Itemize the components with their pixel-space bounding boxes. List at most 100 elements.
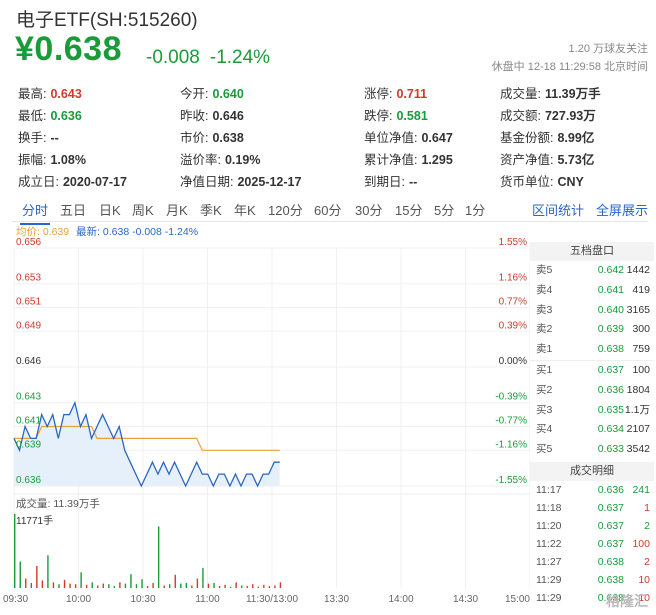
stat-value: 0.711 — [396, 87, 428, 101]
stat-label: 市价: — [180, 131, 209, 145]
tab-period[interactable]: 周K — [132, 203, 154, 218]
trade-row: 11:20 0.637 2 — [530, 517, 654, 535]
stat-label: 货币单位: — [500, 175, 554, 189]
volume-bar — [80, 572, 82, 588]
stat-item: 涨停: 0.711 — [364, 83, 427, 102]
stat-value: 5.73亿 — [557, 153, 595, 167]
stat-item: 单位净值: 0.647 — [364, 127, 453, 146]
volume-bar — [169, 584, 171, 588]
trade-qty: 241 — [632, 483, 650, 496]
stat-item: 累计净值: 1.295 — [364, 149, 453, 168]
tab-period[interactable]: 5分 — [434, 203, 455, 218]
pct-tick-label: -0.39% — [495, 392, 527, 403]
trade-row: 11:29 0.638 10 — [530, 571, 654, 589]
follower-count[interactable]: 1.20 万球友关注 — [568, 43, 648, 55]
volume-bar — [52, 582, 55, 588]
order-book-title: 五档盘口 — [530, 242, 654, 261]
tab-period[interactable]: 季K — [200, 203, 222, 218]
tab-period[interactable]: 年K — [234, 203, 256, 218]
volume-bar — [263, 584, 265, 588]
trade-qty: 1 — [644, 501, 650, 514]
volume-bar — [14, 514, 16, 588]
stat-label: 溢价率: — [180, 153, 221, 167]
order-book-row: 买4 0.634 2107 — [530, 420, 654, 440]
volume-bar — [185, 582, 188, 588]
tab-period[interactable]: 五日 — [60, 203, 87, 218]
tab-period[interactable]: 30分 — [355, 203, 383, 218]
price-area — [14, 402, 280, 486]
level-price: 0.640 — [597, 303, 624, 316]
stat-value: 0.643 — [50, 87, 82, 101]
volume-bar — [246, 586, 248, 588]
x-tick-label: 14:30 — [453, 594, 478, 605]
fullscreen-link[interactable]: 全屏展示 — [596, 203, 649, 218]
trade-qty: 2 — [644, 555, 650, 568]
level-qty: 3165 — [626, 303, 650, 316]
level-label: 卖1 — [536, 343, 553, 356]
stat-label: 最低: — [18, 109, 47, 123]
volume-bar — [229, 586, 232, 588]
level-label: 买5 — [536, 443, 553, 456]
trade-row: 11:29 0.638 10 — [530, 589, 654, 607]
pct-tick-label: 1.55% — [499, 237, 527, 248]
range-stats-link[interactable]: 区间统计 — [532, 203, 585, 218]
tab-period[interactable]: 1分 — [465, 203, 486, 218]
volume-bar — [218, 586, 221, 588]
order-book-row: 买3 0.635 1.1万 — [530, 401, 654, 421]
order-book-row: 买1 0.637 100 — [530, 361, 654, 381]
volume-max-label: 11771手 — [16, 514, 53, 527]
stat-item: 溢价率: 0.19% — [180, 149, 260, 168]
intraday-chart[interactable]: 0.656 1.55% 0.653 1.16% 0.651 0.77% 0.649 0.39%… — [0, 236, 530, 615]
level-price: 0.639 — [597, 323, 624, 336]
level-qty: 1804 — [626, 383, 650, 396]
volume-bar — [152, 582, 154, 588]
pct-tick-label: 0.77% — [499, 297, 527, 308]
pct-tick-label: 0.39% — [499, 320, 527, 331]
stat-label: 单位净值: — [364, 131, 418, 145]
volume-bar — [25, 578, 27, 588]
level-qty: 300 — [632, 323, 650, 336]
market-status: 休盘中 12-18 11:29:58 北京时间 — [491, 61, 648, 73]
volume-bar — [113, 586, 116, 588]
volume-bar — [180, 583, 182, 588]
x-tick-label: 15:00 — [505, 594, 530, 605]
book-divider — [530, 359, 654, 361]
stat-label: 昨收: — [180, 109, 209, 123]
avg-price-line — [14, 425, 280, 451]
stat-value: 1.295 — [421, 153, 453, 167]
trade-price: 0.636 — [597, 483, 624, 496]
volume-bar — [102, 583, 104, 588]
order-book-row: 卖1 0.638 759 — [530, 340, 654, 360]
y-tick-label: 0.636 — [16, 475, 41, 486]
stat-label: 跌停: — [364, 109, 393, 123]
volume-bar — [85, 584, 88, 588]
order-book-row: 买2 0.636 1804 — [530, 381, 654, 401]
tab-period[interactable]: 120分 — [268, 203, 303, 218]
stat-item: 振幅: 1.08% — [18, 149, 86, 168]
level-qty: 419 — [632, 283, 650, 296]
trade-qty: 10 — [638, 573, 650, 586]
volume-bar — [141, 579, 143, 588]
level-qty: 100 — [632, 363, 650, 376]
tab-period[interactable]: 分时 — [19, 200, 51, 225]
trades-list: 11:17 0.636 241 11:18 0.637 1 11:20 0.637 2 11:22… — [530, 481, 654, 607]
tab-period[interactable]: 15分 — [395, 203, 423, 218]
volume-bar — [58, 584, 60, 588]
level-qty: 2107 — [626, 423, 650, 436]
trade-time: 11:17 — [536, 483, 562, 496]
order-book-row: 卖5 0.642 1442 — [530, 261, 654, 281]
tab-period[interactable]: 60分 — [314, 203, 342, 218]
volume-bar — [202, 567, 204, 588]
volume-bar — [97, 585, 99, 588]
volume-bar — [135, 584, 138, 588]
pct-tick-label: -0.77% — [495, 416, 527, 427]
stat-item: 成交量: 11.39万手 — [500, 83, 601, 102]
volume-bar — [224, 584, 226, 588]
stat-item: 资产净值: 5.73亿 — [500, 149, 594, 168]
trade-qty: 2 — [644, 519, 650, 532]
level-price: 0.637 — [597, 363, 624, 376]
order-book-panel: 五档盘口 卖5 0.642 1442 卖4 0.641 419 卖3 0.640 3165 卖2 0… — [530, 242, 654, 607]
tab-period[interactable]: 月K — [166, 203, 188, 218]
tab-period[interactable]: 日K — [99, 203, 121, 218]
legend-avg: 均价: 0.639 — [16, 226, 70, 238]
